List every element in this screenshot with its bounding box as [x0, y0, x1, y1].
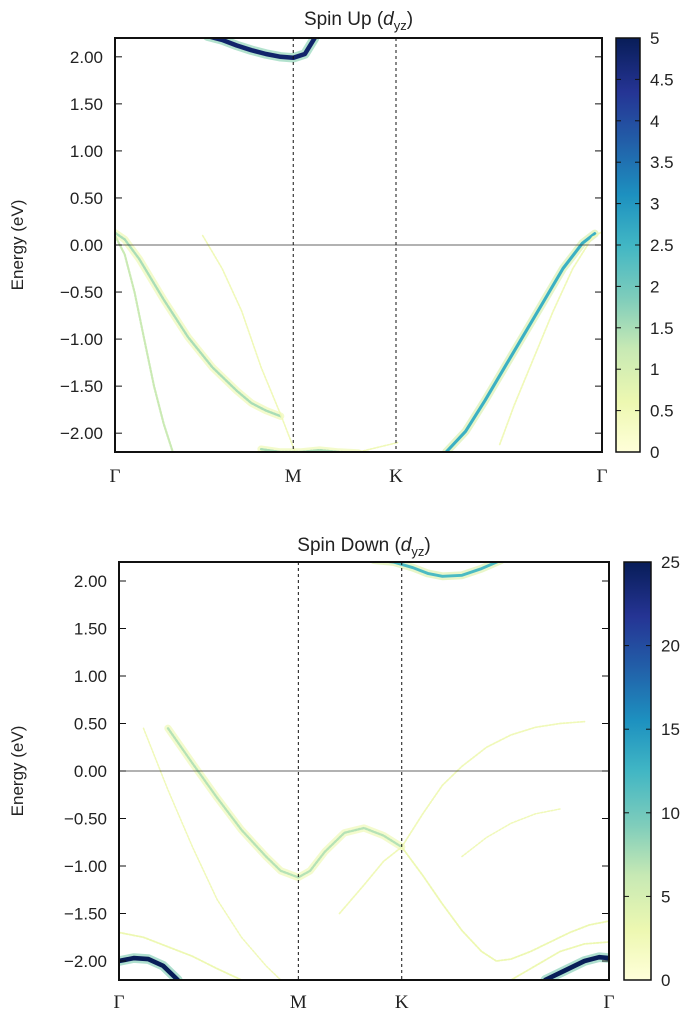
y-axis-label: Energy (eV)	[8, 200, 27, 291]
xtick-label: Γ	[604, 992, 615, 1013]
colorbar-tick-label: 4	[650, 112, 659, 131]
band-line	[461, 808, 561, 858]
xtick-label: M	[285, 466, 302, 487]
colorbar-tick-label: 2.5	[650, 236, 674, 255]
band-line	[166, 727, 403, 879]
ytick-label: 0.50	[70, 189, 103, 208]
colorbar-tick-label: 4.5	[650, 70, 674, 89]
title-var: d	[401, 535, 413, 556]
colorbar-tick-label: 1	[650, 360, 659, 379]
ytick-label: −1.00	[64, 857, 107, 876]
colorbar-tick-label: 2	[650, 277, 659, 296]
band-line	[206, 38, 317, 61]
y-axis-label: Energy (eV)	[8, 726, 27, 817]
ytick-label: −0.50	[64, 810, 107, 829]
colorbar	[623, 561, 652, 981]
xtick-label: Γ	[114, 992, 125, 1013]
band-line	[142, 727, 282, 980]
band-line	[510, 941, 609, 980]
colorbar-tick-label: 3.5	[650, 153, 674, 172]
colorbar-tick-label: 0	[661, 971, 670, 990]
band-line	[119, 955, 181, 980]
title-subscript: yz	[394, 18, 407, 33]
ytick-label: 1.50	[74, 620, 107, 639]
title-var: d	[383, 9, 395, 30]
band-line	[350, 441, 399, 452]
band-line	[115, 234, 174, 452]
band-line	[115, 231, 282, 418]
band-line	[338, 720, 586, 915]
colorbar-tick-label: 10	[661, 804, 680, 823]
title-paren-close: )	[424, 535, 430, 556]
ytick-label: 2.00	[74, 572, 107, 591]
ytick-label: 0.50	[74, 715, 107, 734]
title-text: Spin Up	[304, 9, 372, 30]
xtick-label: K	[395, 992, 409, 1013]
ytick-label: −1.50	[64, 905, 107, 924]
xtick-label: K	[389, 466, 403, 487]
title-paren-close: )	[407, 9, 413, 30]
title-paren-open: (	[372, 9, 384, 30]
band-line	[444, 232, 597, 452]
chart-title: Spin Down (dyz)	[297, 535, 430, 559]
band-line	[498, 230, 602, 446]
colorbar-tick-label: 0	[650, 443, 659, 462]
band-line	[542, 954, 609, 980]
ytick-label: 2.00	[70, 48, 103, 67]
ytick-label: 1.00	[74, 667, 107, 686]
ytick-label: 0.00	[74, 762, 107, 781]
ytick-label: −0.50	[60, 283, 103, 302]
band-line	[119, 931, 243, 980]
colorbar-tick-label: 25	[661, 553, 680, 572]
spin-down-panel: 2.00 1.50 1.00 0.50 0.00 −0.50 −1.00 −1.50 −2.00…	[8, 535, 680, 1013]
colorbar-tick-label: 1.5	[650, 319, 674, 338]
ytick-label: −1.00	[60, 330, 103, 349]
colorbar-tick-label: 3	[650, 195, 659, 214]
colorbar-tick-label: 5	[661, 887, 670, 906]
ytick-label: −2.00	[64, 952, 107, 971]
spin-up-panel: 2.001.501.000.500.00−0.50−1.00−1.50−2.00…	[8, 9, 674, 487]
xtick-label: Γ	[110, 466, 121, 487]
xtick-label: Γ	[597, 466, 608, 487]
colorbar-tick-label: 0.5	[650, 402, 674, 421]
title-paren-open: (	[389, 535, 401, 556]
colorbar-tick-label: 20	[661, 637, 680, 656]
colorbar-tick-label: 5	[650, 29, 659, 48]
ytick-label: 1.50	[70, 95, 103, 114]
band-line	[201, 234, 297, 452]
colorbar-tick-label: 15	[661, 720, 680, 739]
ytick-label: 1.00	[70, 142, 103, 161]
ytick-label: −1.50	[60, 377, 103, 396]
band-line	[400, 846, 609, 962]
ytick-label: 0.00	[70, 236, 103, 255]
title-text: Spin Down	[297, 535, 389, 556]
title-subscript: yz	[411, 544, 424, 559]
ytick-label: −2.00	[60, 424, 103, 443]
bands	[119, 562, 609, 980]
chart-title: Spin Up (dyz)	[304, 9, 413, 33]
xtick-label: M	[290, 992, 307, 1013]
